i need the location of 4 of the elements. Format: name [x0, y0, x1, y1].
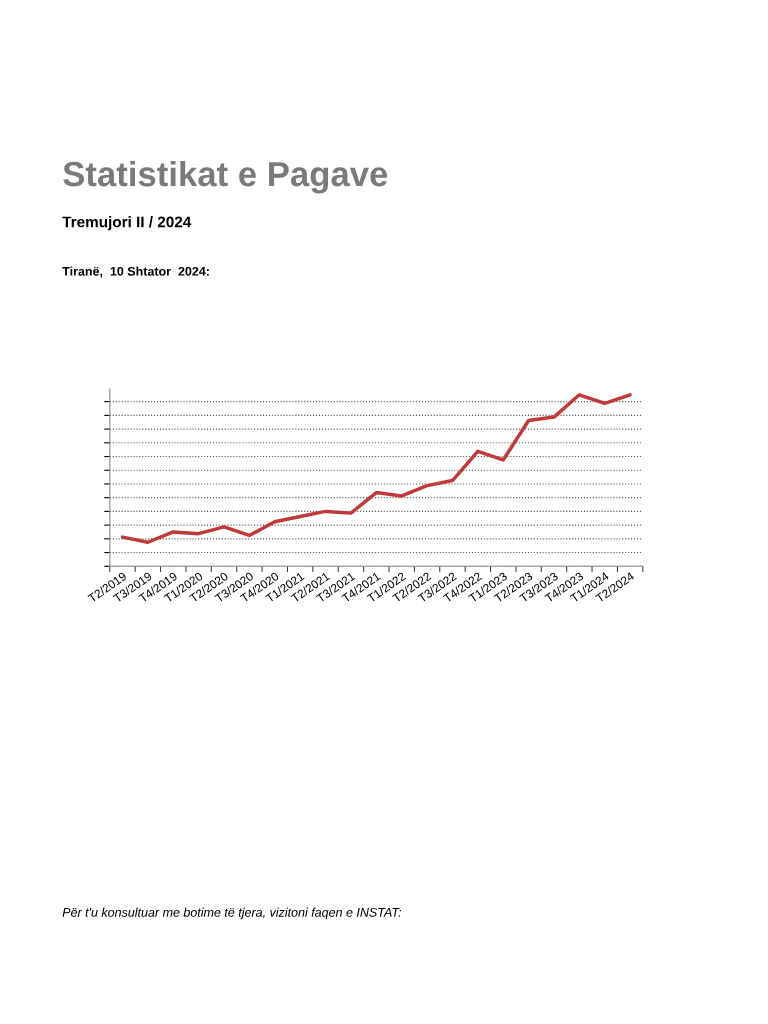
chart-title: Statistikat e Pagave [63, 160, 388, 194]
text: Tiranë, 10 Shtator 2024: [62, 266, 209, 278]
text: Për t'u konsultuar me botime të tjera, vizitoni faqen e INSTAT: [62, 907, 402, 920]
chart-subtitle: Tremujori II / 2024 [62, 216, 192, 231]
